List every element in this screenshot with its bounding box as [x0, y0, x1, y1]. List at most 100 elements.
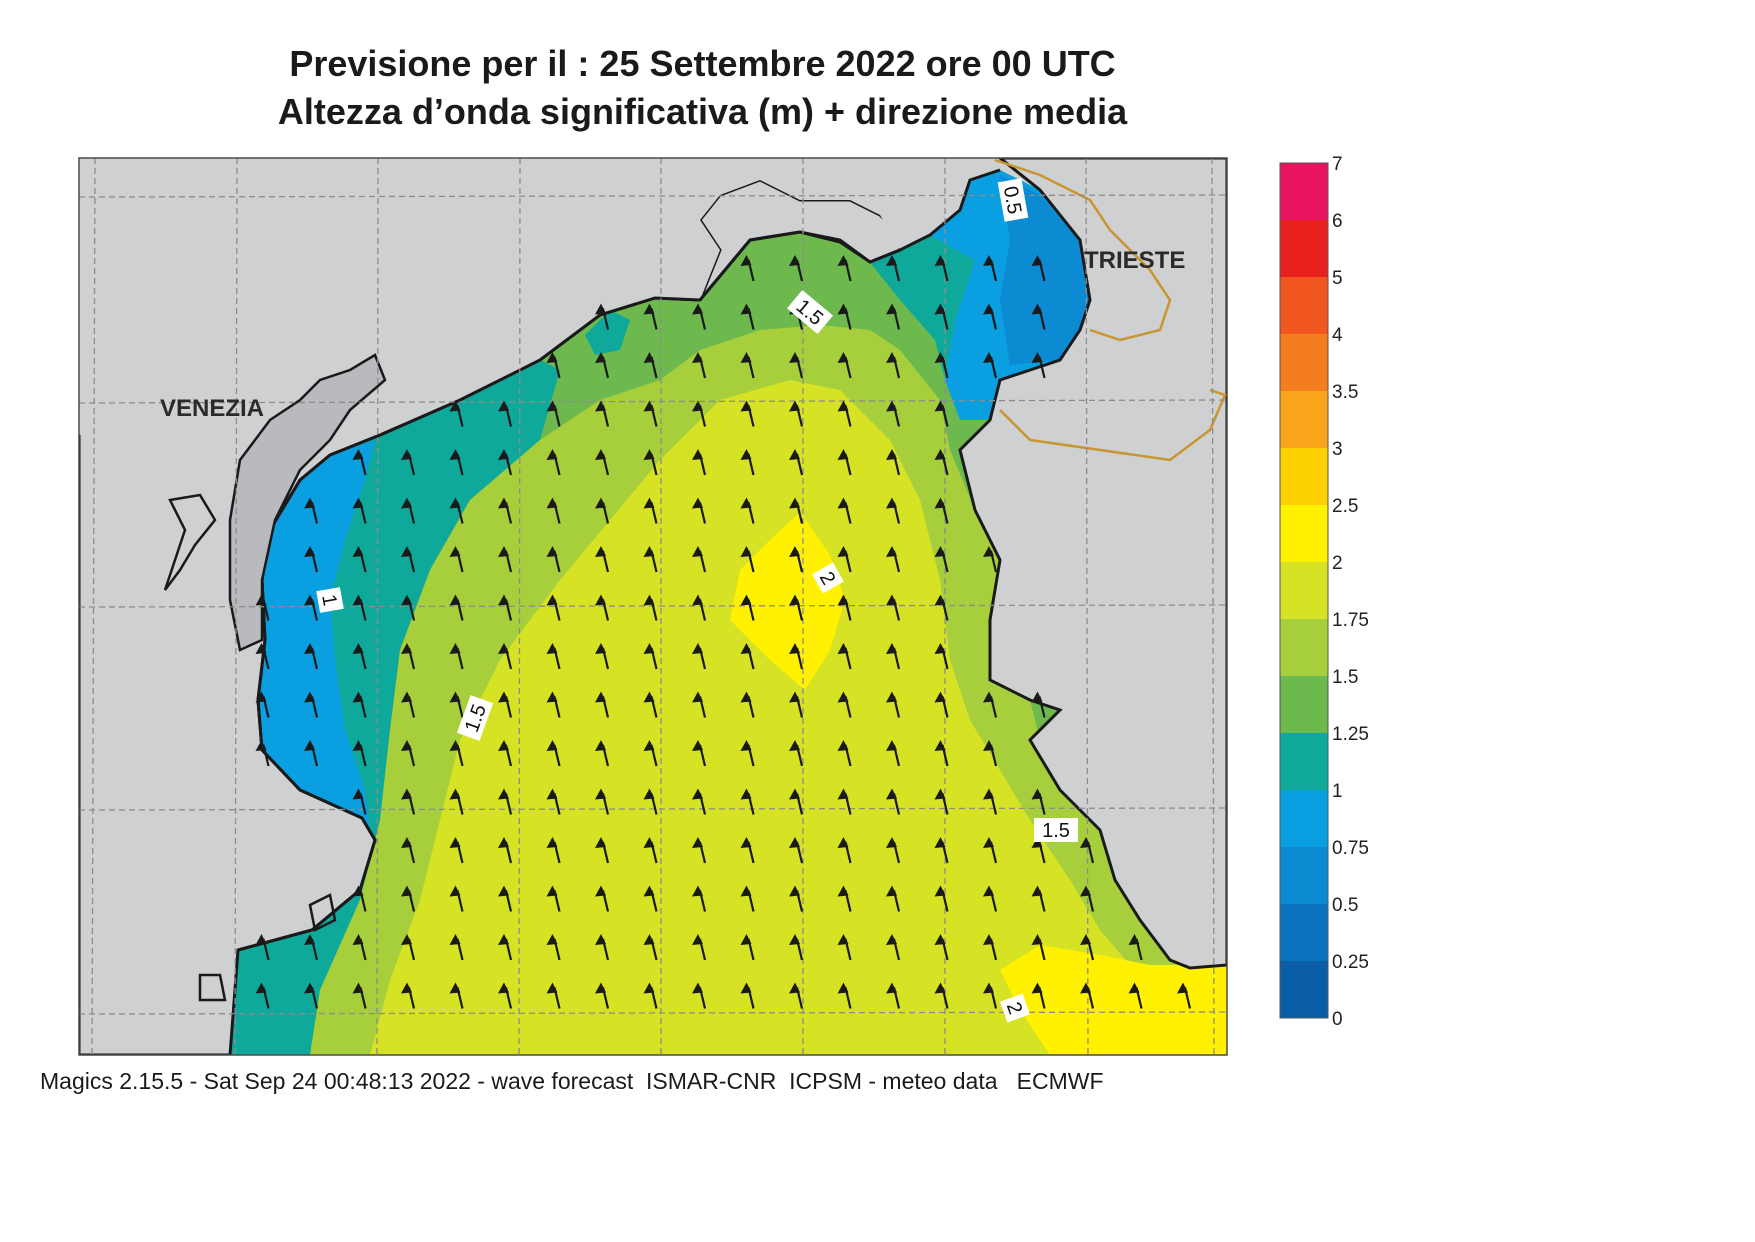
- wave-arrow-head: [886, 885, 897, 897]
- wave-arrow-head: [255, 982, 267, 994]
- map-title-line2: Altezza d’onda significativa (m) + direz…: [277, 91, 1128, 132]
- wave-arrow-head: [886, 691, 897, 703]
- wave-arrow-head: [740, 352, 752, 363]
- wave-arrow-head: [789, 740, 800, 751]
- wave-arrow-head: [546, 837, 558, 848]
- venezia-lagoon: [228, 353, 387, 652]
- wave-arrow-head: [740, 546, 752, 557]
- wave-arrow-head: [304, 740, 315, 751]
- wave-arrow-head: [255, 594, 267, 606]
- wave-arrow-head: [789, 982, 800, 994]
- wave-arrow-head: [643, 497, 655, 509]
- wave-arrow-head: [692, 982, 703, 994]
- wave-arrow-head: [740, 255, 752, 266]
- wave-arrow-head: [449, 982, 461, 994]
- wave-arrow-head: [886, 400, 897, 412]
- legend-swatch: [1280, 847, 1328, 904]
- sea-band-2-2.5-southeast: [1000, 945, 1227, 1055]
- wave-arrow-head: [546, 691, 558, 703]
- wave-arrow-head: [886, 740, 897, 751]
- wave-arrow-head: [886, 982, 897, 994]
- wave-arrow-head: [401, 594, 412, 606]
- contour-label: 1: [316, 587, 344, 613]
- wave-arrow-head: [934, 788, 946, 800]
- wave-arrow-head: [692, 837, 703, 848]
- wave-arrow-head: [401, 643, 412, 654]
- wave-arrow-head: [983, 546, 994, 557]
- wave-arrow-head: [401, 691, 412, 703]
- wave-arrow-head: [595, 885, 606, 897]
- legend-tick-label: 6: [1332, 211, 1343, 232]
- wave-arrow-head: [498, 643, 509, 654]
- wave-arrow-head: [934, 934, 946, 945]
- svg-text:0.5: 0.5: [999, 185, 1025, 216]
- wave-arrow-head: [692, 691, 703, 703]
- wave-arrow-head: [546, 594, 558, 606]
- wave-arrow-head: [546, 400, 558, 412]
- wave-arrow-head: [498, 497, 509, 509]
- contour-label: 2: [999, 993, 1031, 1023]
- wave-arrow-head: [595, 691, 606, 703]
- wave-arrow-head: [692, 352, 703, 363]
- wave-arrow-head: [352, 885, 364, 897]
- legend-swatch: [1280, 334, 1328, 391]
- wave-arrow-head: [546, 885, 558, 897]
- wave-arrow-head: [401, 740, 412, 751]
- wave-arrow-head: [1031, 982, 1043, 994]
- wave-arrow-head: [595, 982, 606, 994]
- wave-arrow-head: [498, 546, 509, 557]
- label-venezia: VENEZIA: [160, 395, 264, 422]
- wave-arrow-head: [595, 740, 606, 751]
- legend-tick-label: 7: [1332, 154, 1343, 175]
- legend-tick-label: 0: [1332, 1009, 1343, 1030]
- map-area: [79, 158, 1227, 1055]
- wave-arrow-head: [983, 255, 994, 266]
- legend-swatch: [1280, 163, 1328, 220]
- wave-arrow-head: [740, 837, 752, 848]
- wave-arrow-head: [401, 837, 412, 848]
- wave-arrow-head: [740, 497, 752, 509]
- wave-arrow-head: [1031, 255, 1043, 266]
- wave-arrow-head: [546, 788, 558, 800]
- sea-band-2-2.5-central: [730, 512, 845, 690]
- wave-arrow-head: [498, 740, 509, 751]
- wave-arrow-head: [789, 643, 800, 654]
- wave-arrow-head: [740, 449, 752, 460]
- wave-arrow-head: [789, 788, 800, 800]
- sea-band-1.75-2: [370, 380, 1227, 1055]
- legend-swatch: [1280, 790, 1328, 847]
- wave-arrow-head: [546, 352, 558, 363]
- wave-arrow-head: [449, 449, 461, 460]
- wave-arrow-head: [837, 400, 849, 412]
- wave-arrow-head: [352, 594, 364, 606]
- wave-arrow-head: [595, 497, 606, 509]
- wave-arrow-head: [789, 400, 800, 412]
- wave-arrow-head: [643, 400, 655, 412]
- wave-arrow-head: [789, 837, 800, 848]
- svg-text:1.5: 1.5: [1042, 820, 1070, 842]
- wave-arrow-head: [837, 546, 849, 557]
- wave-arrow-head: [789, 546, 800, 557]
- legend-tick-label: 3: [1332, 439, 1343, 460]
- wave-arrow-head: [449, 837, 461, 848]
- wave-arrow-head: [498, 691, 509, 703]
- color-legend: 7 6 5 4 3.5 3 2.5 2 1.75 1.5 1.25 1 0.75 0.5 0.25 0: [1279, 154, 1369, 1030]
- wave-arrow-head: [1080, 885, 1091, 897]
- wave-arrow-head: [789, 691, 800, 703]
- wave-arrow-head: [886, 643, 897, 654]
- legend-tick-label: 0.5: [1332, 895, 1358, 916]
- wave-arrow-head: [692, 885, 703, 897]
- wave-arrow-head: [1031, 788, 1043, 800]
- wave-arrow-head: [546, 982, 558, 994]
- wave-arrow-head: [740, 982, 752, 994]
- wave-arrow-head: [449, 497, 461, 509]
- wave-arrow-head: [934, 594, 946, 606]
- wave-arrow-head: [1031, 352, 1043, 363]
- land-friuli: [79, 158, 1000, 435]
- sea-band-0.75-1-west: [258, 440, 375, 830]
- wave-arrow-head: [643, 982, 655, 994]
- wave-arrow-head: [837, 449, 849, 460]
- wave-arrow-head: [837, 255, 849, 266]
- wave-arrow-head: [886, 352, 897, 363]
- wave-arrow-head: [352, 691, 364, 703]
